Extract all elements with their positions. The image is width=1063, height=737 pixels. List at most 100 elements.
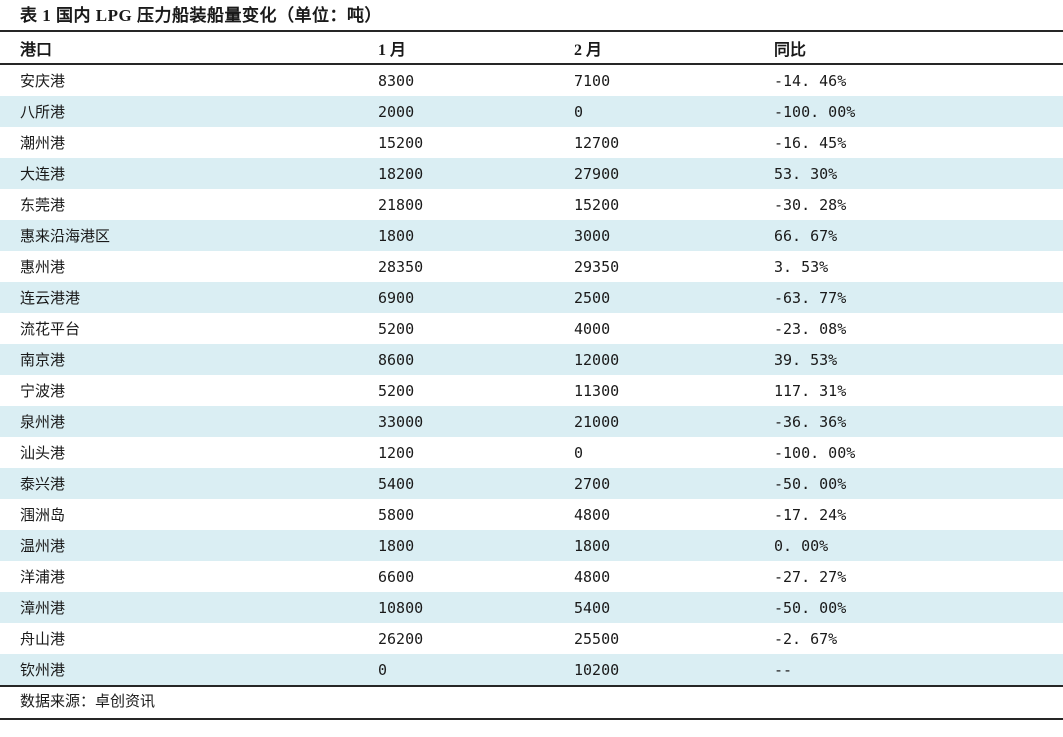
cell-january-volume: 5200 xyxy=(378,381,415,400)
cell-february-volume: 27900 xyxy=(574,164,620,183)
data-source-note: 数据来源：卓创资讯 xyxy=(0,687,1063,720)
cell-january-volume: 33000 xyxy=(378,412,424,431)
table-row: 温州港 1800 1800 0. 00% xyxy=(0,530,1063,561)
cell-january-volume: 15200 xyxy=(378,133,424,152)
cell-port-name: 洋浦港 xyxy=(20,570,66,586)
table-row: 汕头港 1200 0 -100. 00% xyxy=(0,437,1063,468)
cell-january-volume: 8600 xyxy=(378,350,415,369)
cell-port-name: 惠州港 xyxy=(20,260,66,276)
cell-yoy-change: 66. 67% xyxy=(774,226,838,245)
table-body: 安庆港 8300 7100 -14. 46% 八所港 2000 0 -100. 00% 潮州港 1… xyxy=(0,64,1063,686)
cell-yoy-change: -50. 00% xyxy=(774,474,847,493)
cell-yoy-change: 3. 53% xyxy=(774,257,829,276)
cell-port-name: 钦州港 xyxy=(20,663,66,679)
cell-port-name: 汕头港 xyxy=(20,446,66,462)
cell-january-volume: 5800 xyxy=(378,505,415,524)
cell-yoy-change: -17. 24% xyxy=(774,505,847,524)
cell-port-name: 安庆港 xyxy=(20,74,66,90)
cell-port-name: 宁波港 xyxy=(20,384,66,400)
cell-yoy-change: -2. 67% xyxy=(774,629,838,648)
cell-january-volume: 1200 xyxy=(378,443,415,462)
cell-port-name: 连云港港 xyxy=(20,291,81,307)
cell-february-volume: 15200 xyxy=(574,195,620,214)
cell-port-name: 惠来沿海港区 xyxy=(20,229,111,245)
lpg-loading-volume-table: 港口 1 月 2 月 同比 安庆港 8300 7100 -14. 46% 八所港 2000… xyxy=(0,30,1063,687)
cell-january-volume: 28350 xyxy=(378,257,424,276)
cell-port-name: 潮州港 xyxy=(20,136,66,152)
cell-yoy-change: -100. 00% xyxy=(774,102,856,121)
table-row: 安庆港 8300 7100 -14. 46% xyxy=(0,64,1063,96)
header-row: 港口 1 月 2 月 同比 xyxy=(0,31,1063,64)
cell-january-volume: 5400 xyxy=(378,474,415,493)
cell-yoy-change: -16. 45% xyxy=(774,133,847,152)
cell-january-volume: 1800 xyxy=(378,226,415,245)
cell-february-volume: 0 xyxy=(574,443,584,462)
cell-february-volume: 2500 xyxy=(574,288,611,307)
table-title: 表 1 国内 LPG 压力船装船量变化（单位：吨） xyxy=(20,6,382,25)
cell-february-volume: 4800 xyxy=(574,567,611,586)
cell-february-volume: 4000 xyxy=(574,319,611,338)
cell-port-name: 温州港 xyxy=(20,539,66,555)
table-row: 流花平台 5200 4000 -23. 08% xyxy=(0,313,1063,344)
table-row: 南京港 8600 12000 39. 53% xyxy=(0,344,1063,375)
cell-port-name: 东莞港 xyxy=(20,198,66,214)
cell-port-name: 泉州港 xyxy=(20,415,66,431)
cell-february-volume: 12000 xyxy=(574,350,620,369)
table-row: 泉州港 33000 21000 -36. 36% xyxy=(0,406,1063,437)
table-row: 舟山港 26200 25500 -2. 67% xyxy=(0,623,1063,654)
cell-port-name: 八所港 xyxy=(20,105,66,121)
table-row: 惠州港 28350 29350 3. 53% xyxy=(0,251,1063,282)
table-row: 钦州港 0 10200 -- xyxy=(0,654,1063,686)
cell-january-volume: 21800 xyxy=(378,195,424,214)
cell-february-volume: 1800 xyxy=(574,536,611,555)
cell-port-name: 大连港 xyxy=(20,167,66,183)
cell-january-volume: 0 xyxy=(378,660,388,679)
cell-yoy-change: 117. 31% xyxy=(774,381,847,400)
table-row: 漳州港 10800 5400 -50. 00% xyxy=(0,592,1063,623)
table-row: 宁波港 5200 11300 117. 31% xyxy=(0,375,1063,406)
cell-port-name: 涠洲岛 xyxy=(20,508,66,524)
cell-port-name: 舟山港 xyxy=(20,632,66,648)
cell-january-volume: 5200 xyxy=(378,319,415,338)
cell-yoy-change: -30. 28% xyxy=(774,195,847,214)
cell-january-volume: 2000 xyxy=(378,102,415,121)
cell-yoy-change: -50. 00% xyxy=(774,598,847,617)
cell-yoy-change: -27. 27% xyxy=(774,567,847,586)
cell-port-name: 漳州港 xyxy=(20,601,66,617)
table-row: 泰兴港 5400 2700 -50. 00% xyxy=(0,468,1063,499)
cell-february-volume: 2700 xyxy=(574,474,611,493)
cell-february-volume: 5400 xyxy=(574,598,611,617)
cell-february-volume: 10200 xyxy=(574,660,620,679)
table-row: 大连港 18200 27900 53. 30% xyxy=(0,158,1063,189)
cell-january-volume: 1800 xyxy=(378,536,415,555)
table-row: 涠洲岛 5800 4800 -17. 24% xyxy=(0,499,1063,530)
cell-february-volume: 12700 xyxy=(574,133,620,152)
cell-yoy-change: -63. 77% xyxy=(774,288,847,307)
table-row: 惠来沿海港区 1800 3000 66. 67% xyxy=(0,220,1063,251)
col-header-january: 1 月 xyxy=(378,41,407,59)
cell-port-name: 泰兴港 xyxy=(20,477,66,493)
col-header-yoy: 同比 xyxy=(774,41,807,59)
cell-february-volume: 21000 xyxy=(574,412,620,431)
cell-port-name: 南京港 xyxy=(20,353,66,369)
table-row: 东莞港 21800 15200 -30. 28% xyxy=(0,189,1063,220)
col-header-port: 港口 xyxy=(20,41,53,59)
cell-yoy-change: 39. 53% xyxy=(774,350,838,369)
cell-january-volume: 6900 xyxy=(378,288,415,307)
cell-yoy-change: 53. 30% xyxy=(774,164,838,183)
cell-yoy-change: -- xyxy=(774,660,793,679)
cell-yoy-change: 0. 00% xyxy=(774,536,829,555)
cell-february-volume: 3000 xyxy=(574,226,611,245)
cell-port-name: 流花平台 xyxy=(20,322,81,338)
cell-february-volume: 0 xyxy=(574,102,584,121)
cell-january-volume: 10800 xyxy=(378,598,424,617)
cell-yoy-change: -36. 36% xyxy=(774,412,847,431)
cell-january-volume: 18200 xyxy=(378,164,424,183)
table-row: 洋浦港 6600 4800 -27. 27% xyxy=(0,561,1063,592)
table-row: 潮州港 15200 12700 -16. 45% xyxy=(0,127,1063,158)
cell-february-volume: 4800 xyxy=(574,505,611,524)
table-row: 八所港 2000 0 -100. 00% xyxy=(0,96,1063,127)
col-header-february: 2 月 xyxy=(574,41,603,59)
cell-january-volume: 26200 xyxy=(378,629,424,648)
